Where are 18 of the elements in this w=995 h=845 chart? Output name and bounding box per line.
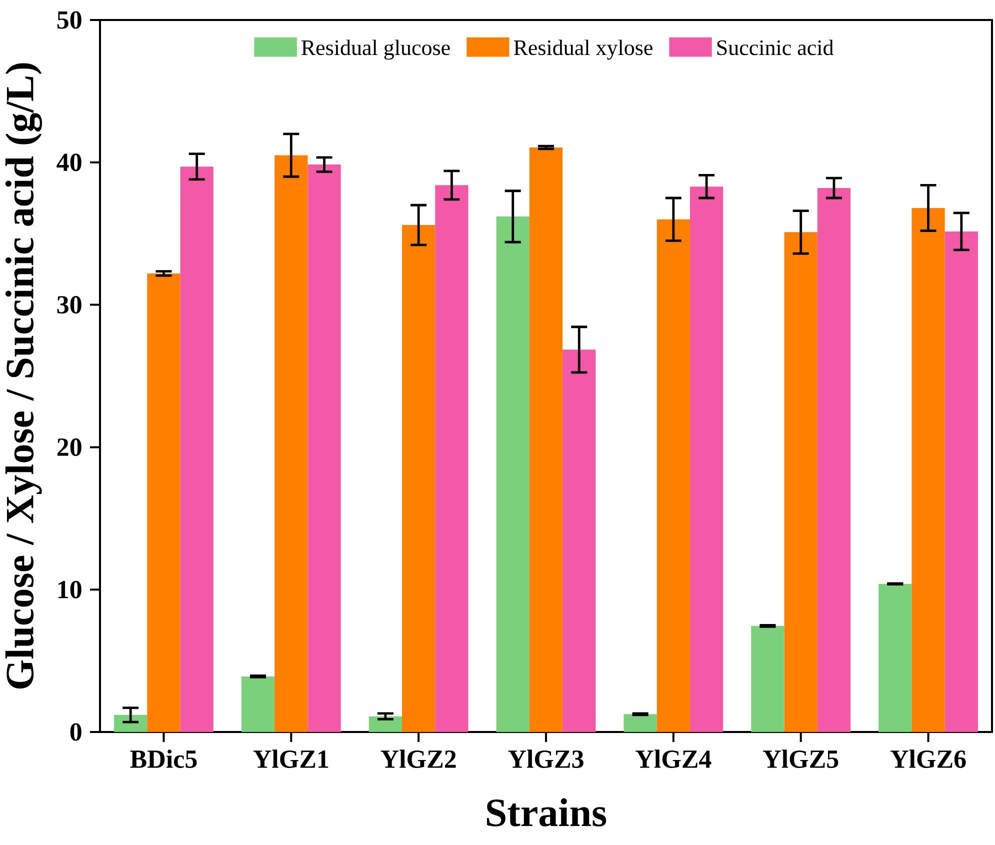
y-tick-label: 10 bbox=[58, 580, 82, 598]
y-axis-title: Glucose / Xylose / Succinic acid (g/L) bbox=[5, 63, 42, 688]
y-tick-label: 20 bbox=[57, 438, 82, 456]
x-axis-title: Strains bbox=[487, 798, 606, 826]
y-tick-label: 30 bbox=[57, 296, 82, 314]
legend-label: Succinic acid bbox=[717, 40, 834, 56]
x-tick-label: BDic5 bbox=[130, 750, 197, 768]
x-tick-label: YlGZ3 bbox=[508, 750, 584, 768]
x-tick-label: YlGZ4 bbox=[636, 750, 712, 768]
legend-label: Residual xylose bbox=[514, 40, 652, 60]
x-tick-label: YlGZ2 bbox=[380, 750, 456, 768]
x-tick-label: YlGZ5 bbox=[763, 750, 838, 768]
y-tick-label: 50 bbox=[57, 11, 82, 29]
y-tick-label: 40 bbox=[56, 154, 82, 172]
x-tick-label: YlGZ6 bbox=[890, 750, 966, 768]
x-tick-label: YlGZ1 bbox=[253, 750, 328, 768]
legend-label: Residual glucose bbox=[302, 40, 450, 60]
y-tick-label: 0 bbox=[70, 723, 82, 741]
